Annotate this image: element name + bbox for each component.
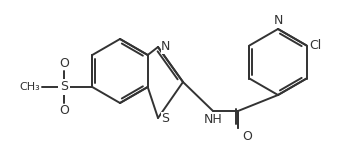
Text: N: N <box>273 14 283 27</box>
Text: NH: NH <box>204 113 222 126</box>
Text: O: O <box>59 57 69 70</box>
Text: S: S <box>60 81 68 94</box>
Text: N: N <box>161 40 170 53</box>
Text: CH₃: CH₃ <box>20 82 40 92</box>
Text: O: O <box>59 104 69 117</box>
Text: Cl: Cl <box>310 39 322 52</box>
Text: O: O <box>242 130 252 143</box>
Text: S: S <box>161 111 169 125</box>
